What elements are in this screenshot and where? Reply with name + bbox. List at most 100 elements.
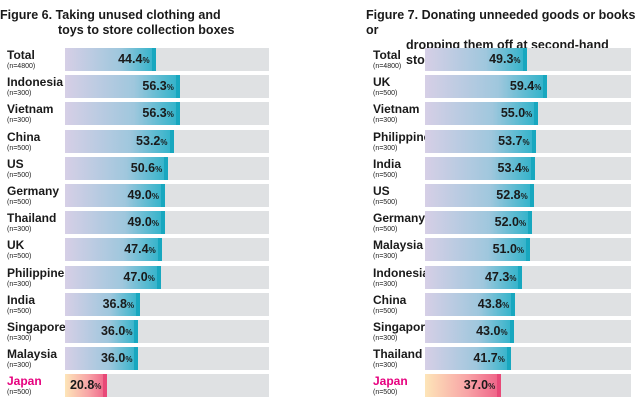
figure-7-category-name: Vietnam xyxy=(373,102,420,117)
figure-7-bar-edge xyxy=(506,347,511,371)
figure-7-category-name: US xyxy=(373,184,390,198)
figure-7-bar: 43.8% xyxy=(425,292,516,316)
figure-6-value-number: 47.4 xyxy=(124,242,149,257)
figure-6-sample-size: (n=300) xyxy=(7,335,32,342)
figure-7-value-number: 52.8 xyxy=(496,188,521,202)
figure-6-bar-edge xyxy=(134,320,139,343)
figure-6-category-label: Vietnam (n=300) xyxy=(7,102,53,125)
figure-6-bar-edge xyxy=(103,374,108,398)
figure-6-value-unit: % xyxy=(166,110,174,120)
figure-6-category-name: Thailand xyxy=(7,211,57,226)
figure-6-value-unit: % xyxy=(148,246,156,256)
figure-6-value-unit: % xyxy=(94,382,102,392)
figure-7-category-name: Indonesia xyxy=(373,265,430,280)
figure-7-value-label: 53.4% xyxy=(498,161,529,177)
figure-7-value-label: 43.8% xyxy=(478,297,509,313)
figure-6-sample-size: (n=300) xyxy=(7,280,32,288)
figure-6-row: UK (n=500) 47.4% xyxy=(0,238,269,262)
figure-7-bar: 52.8% xyxy=(425,184,534,207)
figure-7-value-label: 53.7% xyxy=(498,134,529,150)
figure-6-value-label: 47.0% xyxy=(123,270,154,286)
figure-6-bar: 36.8% xyxy=(65,292,141,316)
figure-7-bar: 41.7% xyxy=(425,347,511,371)
figure-7-sample-size: (n=500) xyxy=(373,226,398,234)
figure-7-bar-track: 52.0% xyxy=(425,211,631,235)
figure-6-bar-track: 47.4% xyxy=(65,238,269,262)
figure-7-bar-track: 53.4% xyxy=(425,156,631,180)
figure-7-bar: 47.3% xyxy=(425,265,523,289)
figure-6-bar-edge xyxy=(157,238,162,262)
figure-7-value-label: 43.0% xyxy=(476,324,507,340)
figure-7-row: Malaysia (n=300) 51.0% xyxy=(366,238,631,262)
figure-7-category-label: Indonesia (n=300) xyxy=(373,266,429,289)
figure-7-bar-edge xyxy=(526,238,531,262)
figure-7-category-label: Malaysia (n=300) xyxy=(373,238,423,261)
figure-6-category-label: Japan (n=500) xyxy=(7,374,42,397)
figure-6-row: Indonesia (n=300) 56.3% xyxy=(0,75,269,99)
figure-6-bar-edge xyxy=(151,48,156,71)
figure-7-category-label: India (n=500) xyxy=(373,157,401,180)
figure-6-bar: 47.0% xyxy=(65,265,161,289)
figure-6-sample-size: (n=300) xyxy=(7,117,32,125)
figure-7-value-unit: % xyxy=(513,56,521,65)
figure-7-category-name: China xyxy=(373,292,407,307)
figure-7-value-label: 55.0% xyxy=(501,106,532,122)
figure-6-value-label: 49.0% xyxy=(127,215,158,231)
figure-6-bar-track: 49.0% xyxy=(65,211,269,235)
figure-6-category-label: India (n=500) xyxy=(7,293,35,316)
figure-7-row: China (n=500) 43.8% xyxy=(366,292,631,316)
figure-6-sample-size: (n=500) xyxy=(7,199,32,206)
figure-7-value-unit: % xyxy=(502,300,510,310)
figure-6-category-name: Malaysia xyxy=(7,347,58,362)
figure-6-category-name: Vietnam xyxy=(7,102,54,117)
figure-7-row: Singapore (n=300) 43.0% xyxy=(366,320,631,343)
figure-6-value-unit: % xyxy=(166,83,174,93)
figure-6-value-unit: % xyxy=(142,56,150,65)
figure-6-value-unit: % xyxy=(151,192,159,201)
figure-7-value-number: 37.0 xyxy=(463,378,489,393)
figure-6-bar-track: 44.4% xyxy=(65,48,269,71)
figure-6-bar-track: 20.8% xyxy=(65,374,269,398)
figure-6-row: Total (n=4800) 44.4% xyxy=(0,48,269,71)
figure-7-sample-size: (n=500) xyxy=(373,307,398,315)
figure-7-bar: 53.4% xyxy=(425,156,535,180)
figure-7-value-number: 59.4 xyxy=(509,79,535,94)
figure-7-bar-track: 43.8% xyxy=(425,292,631,316)
figure-6-value-number: 50.6 xyxy=(130,160,156,175)
figure-6-category-name: India xyxy=(7,292,36,307)
figure-6-category-name: China xyxy=(7,129,41,144)
figure-6-sample-size: (n=500) xyxy=(7,307,32,315)
figure-6-bar: 56.3% xyxy=(65,102,180,126)
figure-7-bar-edge xyxy=(543,75,548,99)
figure-6-bar-track: 47.0% xyxy=(65,265,269,289)
figure-6-row: Germany (n=500) 49.0% xyxy=(0,184,269,207)
figure-7-sample-size: (n=300) xyxy=(373,117,398,125)
figure-7-bar-edge xyxy=(497,374,502,398)
figure-6-value-number: 36.0 xyxy=(100,324,126,338)
figure-6-row: Japan (n=500) 20.8% xyxy=(0,374,269,398)
figure-7-value-number: 43.8 xyxy=(477,296,503,311)
figure-7-value-label: 49.3% xyxy=(489,52,520,68)
figure-6-category-label: Total (n=4800) xyxy=(7,48,35,71)
figure-6-value-unit: % xyxy=(160,137,168,147)
figure-7-value-unit: % xyxy=(534,83,542,93)
figure-6-value-label: 36.0% xyxy=(101,351,132,367)
figure-7-bar: 55.0% xyxy=(425,102,539,126)
figure-6-bar-track: 50.6% xyxy=(65,156,269,180)
figure-7-row: India (n=500) 53.4% xyxy=(366,156,631,180)
figure-7-row: Japan (n=500) 37.0% xyxy=(366,374,631,398)
figure-6-category-label: US (n=500) xyxy=(7,157,31,180)
figure-6-category-label: Thailand (n=300) xyxy=(7,211,56,234)
figure-6-category-label: Malaysia (n=300) xyxy=(7,347,57,370)
figure-7-sample-size: (n=500) xyxy=(373,171,398,179)
figure-6-sample-size: (n=500) xyxy=(7,253,32,261)
figure-7-row: Germany (n=500) 52.0% xyxy=(366,211,631,235)
figure-7-bar-track: 53.7% xyxy=(425,129,631,153)
figure-6-value-unit: % xyxy=(125,328,133,337)
figure-7-bar-track: 43.0% xyxy=(425,320,631,343)
figure-6-bar-edge xyxy=(156,265,161,289)
figure-7-sample-size: (n=500) xyxy=(373,199,398,206)
figure-7-bar-edge xyxy=(534,102,539,126)
figure-6-value-label: 50.6% xyxy=(131,161,162,177)
figure-6-row: India (n=500) 36.8% xyxy=(0,292,269,316)
